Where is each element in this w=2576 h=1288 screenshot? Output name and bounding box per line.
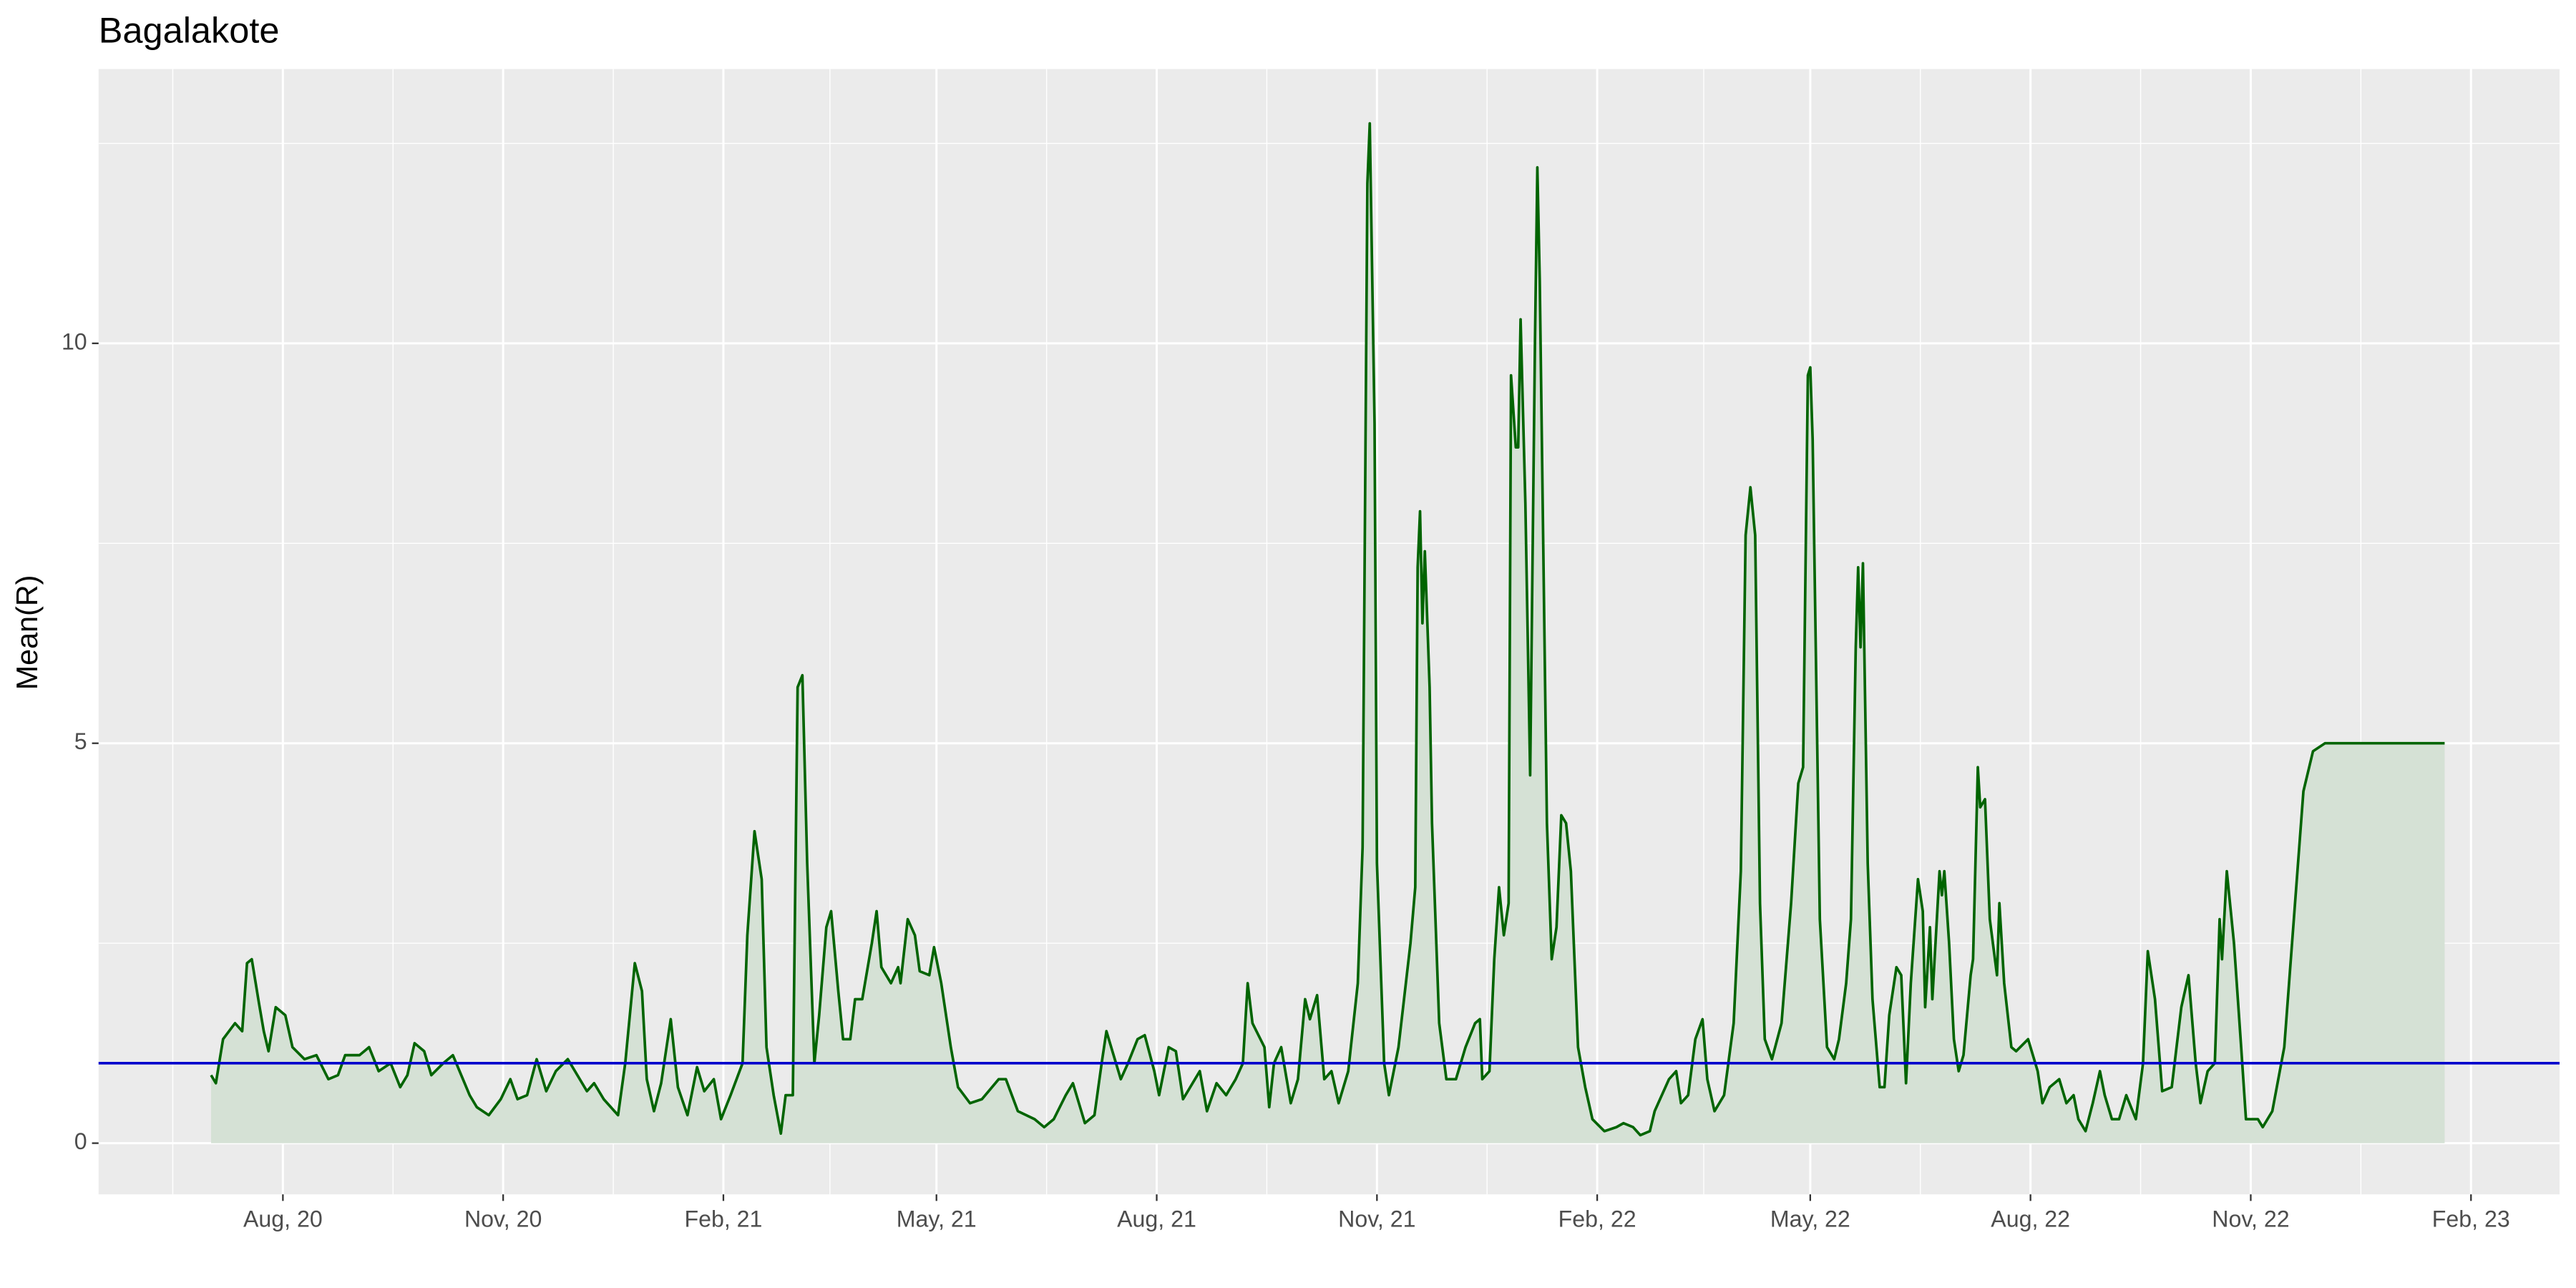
- x-tick-label: Feb, 23: [2432, 1206, 2510, 1231]
- x-tick-label: May, 22: [1770, 1206, 1850, 1231]
- x-tick-label: Aug, 20: [243, 1206, 323, 1231]
- y-tick-label: 5: [74, 728, 87, 754]
- x-tick-label: Nov, 20: [464, 1206, 542, 1231]
- chart-title: Bagalakote: [99, 9, 280, 50]
- y-tick-label: 10: [62, 328, 87, 354]
- x-tick-label: May, 21: [897, 1206, 977, 1231]
- x-tick-label: Nov, 22: [2212, 1206, 2289, 1231]
- line: [210, 122, 2445, 1137]
- x-tick-label: Aug, 22: [1991, 1206, 2070, 1231]
- x-tick-label: Feb, 22: [1558, 1206, 1636, 1231]
- x-tick-label: Nov, 21: [1338, 1206, 1415, 1231]
- area: [211, 123, 2445, 1143]
- x-tick-label: Aug, 21: [1117, 1206, 1196, 1231]
- x-tick-label: Feb, 21: [684, 1206, 762, 1231]
- y-axis-label: Mean(R): [11, 575, 44, 691]
- y-tick-label: 0: [74, 1128, 87, 1154]
